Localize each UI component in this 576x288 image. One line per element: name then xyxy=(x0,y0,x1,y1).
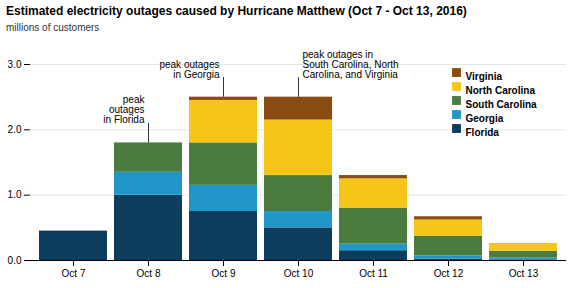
svg-text:Oct 8: Oct 8 xyxy=(137,268,161,279)
svg-text:0.0: 0.0 xyxy=(8,255,22,266)
svg-text:North Carolina: North Carolina xyxy=(466,85,536,96)
svg-text:Oct 7: Oct 7 xyxy=(62,268,86,279)
html-text:millions of customers: millions of customers xyxy=(6,22,100,33)
svg-text:Georgia: Georgia xyxy=(466,113,504,124)
svg-text:peak outagesin Georgia: peak outagesin Georgia xyxy=(159,59,219,80)
svg-text:peakoutagesin Florida: peakoutagesin Florida xyxy=(103,94,145,125)
html-text:Estimated electricity outages: Estimated electricity outages caused by … xyxy=(6,4,467,18)
svg-text:3.0: 3.0 xyxy=(8,59,22,70)
svg-text:Oct 11: Oct 11 xyxy=(359,268,388,279)
svg-text:peak outages inSouth Carolina,: peak outages inSouth Carolina, NorthCaro… xyxy=(303,49,399,80)
svg-text:1.0: 1.0 xyxy=(8,189,22,200)
svg-text:Oct 10: Oct 10 xyxy=(284,268,314,279)
svg-text:2.0: 2.0 xyxy=(8,124,22,135)
svg-text:Florida: Florida xyxy=(466,127,500,138)
svg-text:Oct 9: Oct 9 xyxy=(212,268,236,279)
svg-text:Oct 12: Oct 12 xyxy=(434,268,464,279)
svg-text:Oct 13: Oct 13 xyxy=(509,268,539,279)
svg-text:South Carolina: South Carolina xyxy=(466,99,538,110)
svg-text:Virginia: Virginia xyxy=(466,71,503,82)
